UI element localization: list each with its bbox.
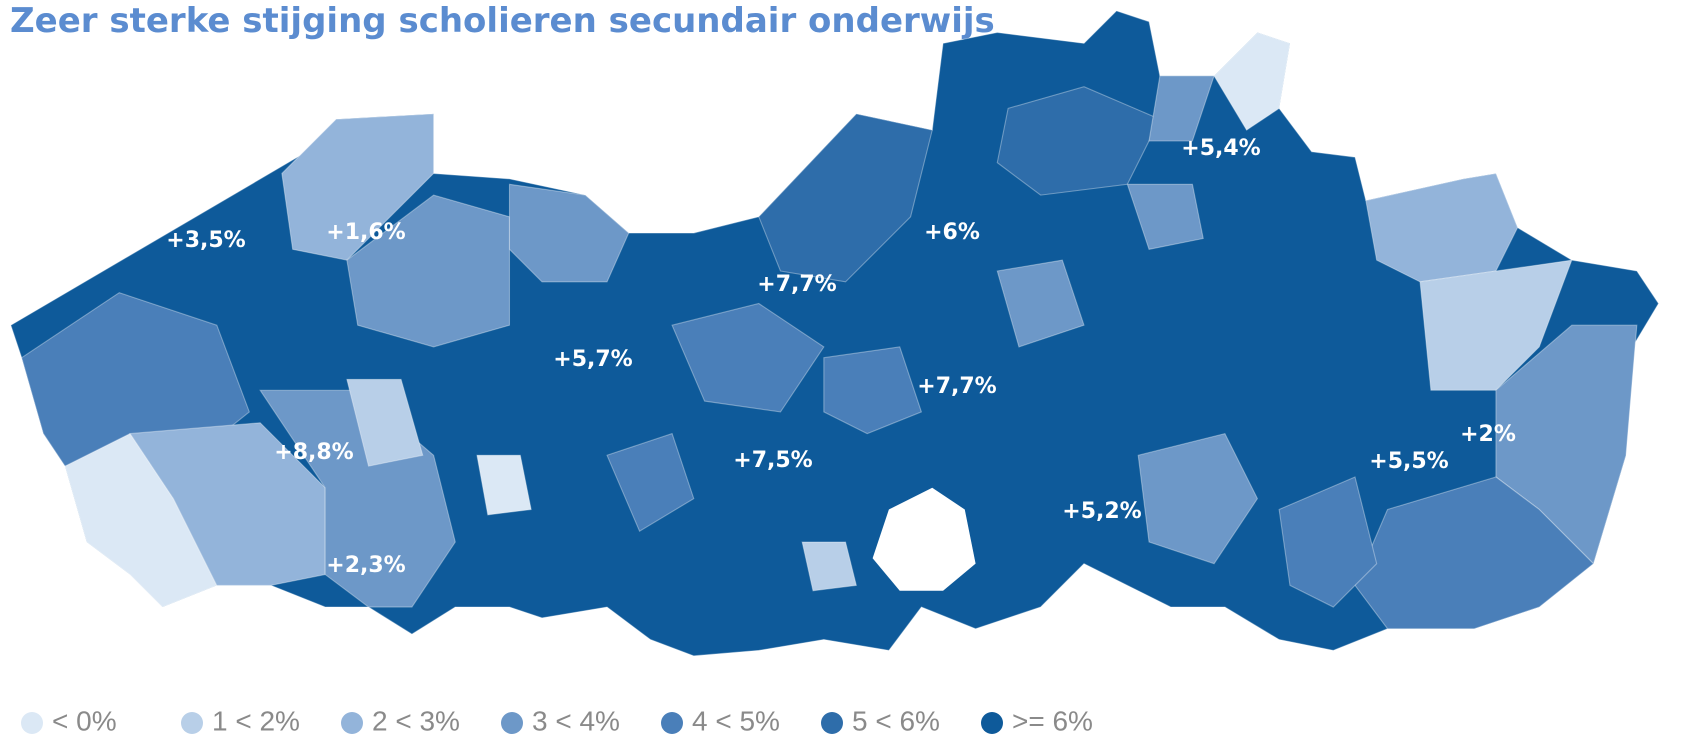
region-label: +5,2% (1062, 499, 1141, 524)
legend-swatch (501, 712, 523, 734)
legend-label: 1 < 2% (212, 705, 300, 736)
map (11, 11, 1659, 656)
region-label: +7,7% (757, 272, 836, 297)
region-label: +7,7% (917, 374, 996, 399)
region (1366, 173, 1518, 281)
legend-label: 2 < 3% (372, 705, 460, 736)
legend-label: < 0% (52, 705, 117, 736)
legend-swatch (341, 712, 363, 734)
legend-swatch (821, 712, 843, 734)
region-label: +5,4% (1181, 136, 1260, 161)
map-page: Zeer sterke stijging scholieren secundai… (0, 0, 1700, 737)
legend-label: 5 < 6% (852, 705, 940, 736)
legend-swatch (661, 712, 683, 734)
region-label: +8,8% (274, 440, 353, 465)
region-label: +5,5% (1369, 449, 1448, 474)
region-label: +2,3% (326, 553, 405, 578)
region-label: +1,6% (326, 220, 405, 245)
region-label: +5,7% (553, 347, 632, 372)
legend-swatch (981, 712, 1003, 734)
region-label: +7,5% (733, 448, 812, 473)
region (509, 184, 628, 282)
legend-label: 3 < 4% (532, 705, 620, 736)
title: Zeer sterke stijging scholieren secundai… (10, 1, 995, 41)
legend-swatch (181, 712, 203, 734)
legend-label: >= 6% (1012, 705, 1093, 736)
region-label: +6% (924, 220, 980, 245)
legend-swatch (21, 712, 43, 734)
legend: < 0% 1 < 2% 2 < 3% 3 < 4% 4 < 5% 5 < 6% >= 6% (21, 705, 1093, 736)
legend-label: 4 < 5% (692, 705, 780, 736)
region-label: +2% (1460, 422, 1516, 447)
region-label: +3,5% (166, 228, 245, 253)
